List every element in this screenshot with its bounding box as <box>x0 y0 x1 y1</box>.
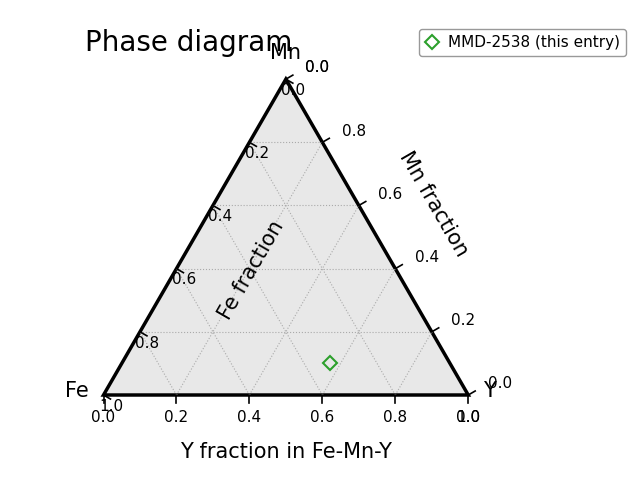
Text: 0.2: 0.2 <box>164 409 189 425</box>
Text: 1.0: 1.0 <box>456 409 480 425</box>
Text: 0.4: 0.4 <box>209 209 232 224</box>
Text: 0.8: 0.8 <box>342 123 366 139</box>
Text: 0.0: 0.0 <box>456 409 480 425</box>
Text: 0.0: 0.0 <box>92 409 116 425</box>
Text: 0.0: 0.0 <box>305 60 330 75</box>
Text: Phase diagram: Phase diagram <box>85 29 292 57</box>
Text: 0.0: 0.0 <box>305 60 330 75</box>
Text: 0.0: 0.0 <box>488 376 512 391</box>
Text: Fe: Fe <box>65 381 89 401</box>
Text: 0.6: 0.6 <box>378 187 403 202</box>
Text: 0.2: 0.2 <box>451 313 476 328</box>
Text: Y: Y <box>483 381 496 401</box>
Text: 0.8: 0.8 <box>136 336 159 351</box>
Text: 0.2: 0.2 <box>245 146 269 161</box>
Text: Y fraction in Fe-Mn-Y: Y fraction in Fe-Mn-Y <box>180 443 392 462</box>
Text: 0.8: 0.8 <box>383 409 407 425</box>
Polygon shape <box>104 79 468 395</box>
Text: 0.6: 0.6 <box>172 273 196 288</box>
Text: 0.4: 0.4 <box>237 409 262 425</box>
Text: Fe fraction: Fe fraction <box>215 217 288 323</box>
Text: 0.0: 0.0 <box>282 83 305 98</box>
Text: 0.6: 0.6 <box>310 409 335 425</box>
Text: Mn: Mn <box>270 43 301 63</box>
Text: 1.0: 1.0 <box>99 399 123 414</box>
Text: 0.4: 0.4 <box>415 250 439 265</box>
Text: Mn fraction: Mn fraction <box>396 148 472 260</box>
Legend: MMD-2538 (this entry): MMD-2538 (this entry) <box>419 29 626 56</box>
